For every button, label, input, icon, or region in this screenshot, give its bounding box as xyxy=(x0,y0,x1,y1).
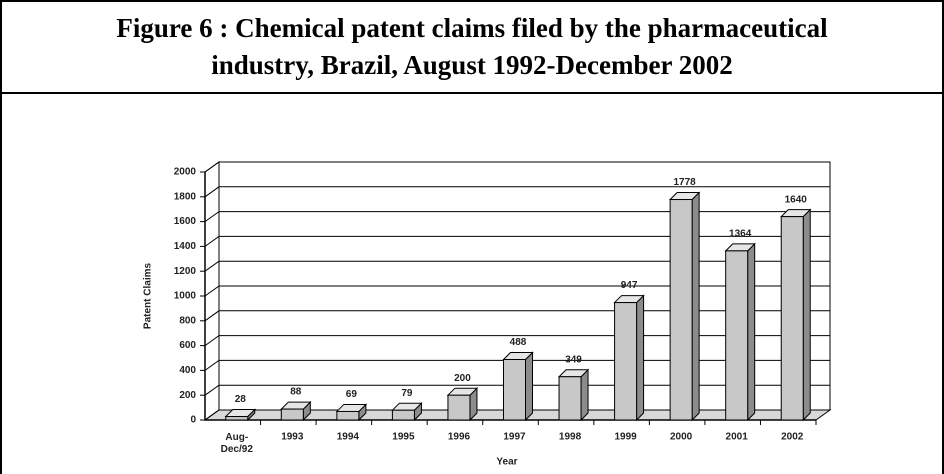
value-label: 28 xyxy=(235,394,247,405)
bar-front xyxy=(225,416,249,421)
bar-front xyxy=(280,408,304,421)
bar-front xyxy=(725,250,749,421)
x-tick-label-line: Aug- xyxy=(225,432,248,443)
x-tick-label: 2002 xyxy=(781,432,804,443)
x-tick-label: 1993 xyxy=(281,432,304,443)
bar-side xyxy=(691,191,700,422)
bar xyxy=(557,368,590,422)
value-label: 88 xyxy=(290,387,302,398)
value-label: 79 xyxy=(401,388,413,399)
y-tick-label: 200 xyxy=(179,390,196,401)
value-label: 1640 xyxy=(785,194,808,205)
bar-side xyxy=(525,351,533,422)
bar xyxy=(780,208,812,422)
bar-front xyxy=(780,216,804,421)
bar-side xyxy=(636,294,645,422)
value-label: 1364 xyxy=(729,229,752,240)
bar xyxy=(613,294,645,422)
grid-line xyxy=(204,211,830,223)
bar xyxy=(446,386,479,422)
value-label: 349 xyxy=(565,354,582,365)
value-label: 488 xyxy=(510,337,527,348)
x-tick-label: 2000 xyxy=(670,432,693,443)
bar-front xyxy=(558,376,582,421)
bar-side xyxy=(580,368,589,422)
bar-front xyxy=(447,394,471,421)
bar xyxy=(335,403,368,422)
grid-line xyxy=(204,186,830,198)
y-tick-label: 1400 xyxy=(174,241,197,252)
bar xyxy=(391,401,423,422)
bar xyxy=(280,400,312,422)
y-tick-label: 1200 xyxy=(174,266,197,277)
x-axis-label: Year xyxy=(496,457,517,468)
x-tick-label: 1994 xyxy=(337,432,360,443)
x-tick-label: 1999 xyxy=(614,432,637,443)
grid-line xyxy=(204,161,830,173)
grid-line xyxy=(204,260,830,272)
x-tick-label: 1997 xyxy=(503,432,526,443)
bar xyxy=(224,408,256,422)
chart-title: Figure 6 : Chemical patent claims filed … xyxy=(116,13,828,80)
y-tick-label: 2000 xyxy=(174,167,197,178)
x-tick-label-line: Dec/92 xyxy=(221,444,254,455)
bar-front xyxy=(614,302,638,421)
x-tick-label: 2001 xyxy=(726,432,749,443)
y-tick-label: 1600 xyxy=(174,216,197,227)
value-label: 200 xyxy=(454,373,471,384)
bar-side xyxy=(802,208,811,422)
value-label: 69 xyxy=(346,389,358,400)
bar-front xyxy=(391,409,415,421)
y-tick-label: 600 xyxy=(179,340,196,351)
x-tick-label: Aug-Dec/92 xyxy=(221,432,254,455)
y-axis-label: Patent Claims xyxy=(143,262,154,329)
grid-line xyxy=(204,235,830,247)
x-tick-label: 1996 xyxy=(448,432,471,443)
x-tick-label: 1995 xyxy=(392,432,415,443)
bar-front xyxy=(669,199,693,421)
title-box: Figure 6 : Chemical patent claims filed … xyxy=(2,2,942,94)
bar-front xyxy=(503,358,526,421)
value-label: 947 xyxy=(621,280,638,291)
value-label: 1778 xyxy=(674,177,697,188)
y-tick-label: 800 xyxy=(179,315,196,326)
grid-line xyxy=(204,285,830,297)
bar-front xyxy=(336,410,360,421)
y-tick-label: 400 xyxy=(179,365,196,376)
y-tick-label: 0 xyxy=(190,415,196,426)
bar xyxy=(668,191,701,422)
bar xyxy=(724,242,756,422)
bar xyxy=(502,351,534,422)
y-tick-label: 1000 xyxy=(174,291,197,302)
y-tick-label: 1800 xyxy=(174,191,197,202)
bar-side xyxy=(747,242,756,422)
x-tick-label: 1998 xyxy=(559,432,582,443)
